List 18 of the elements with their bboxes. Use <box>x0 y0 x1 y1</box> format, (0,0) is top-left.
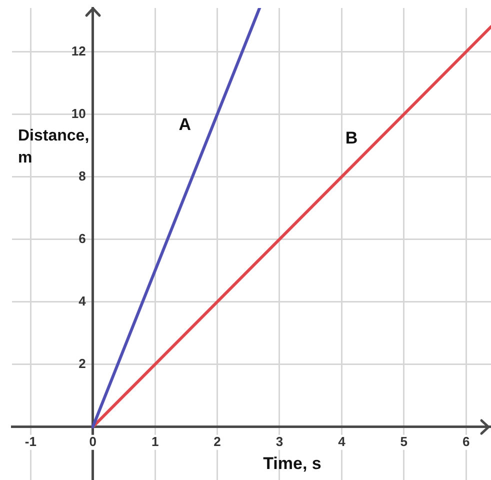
series-label: A <box>178 114 192 134</box>
x-tick-label: 4 <box>338 434 346 449</box>
y-tick-label: 10 <box>71 106 86 121</box>
series-label: B <box>345 128 358 148</box>
y-tick-label: 12 <box>71 43 86 58</box>
x-tick-label: 6 <box>462 434 470 449</box>
x-tick-label: 3 <box>276 434 284 449</box>
y-tick-label: 2 <box>78 356 86 371</box>
x-tick-label: 0 <box>89 434 96 449</box>
y-axis-title: Distance, m <box>18 127 90 166</box>
x-axis-title: Time, s <box>263 454 322 474</box>
x-tick-label: 5 <box>400 434 408 449</box>
x-tick-label: 2 <box>214 434 221 449</box>
y-tick-label: 6 <box>78 230 86 246</box>
x-tick-label: 1 <box>151 434 159 449</box>
x-tick-label: -1 <box>24 434 36 449</box>
y-tick-label: 4 <box>78 293 87 308</box>
y-tick-label: 8 <box>78 168 86 184</box>
